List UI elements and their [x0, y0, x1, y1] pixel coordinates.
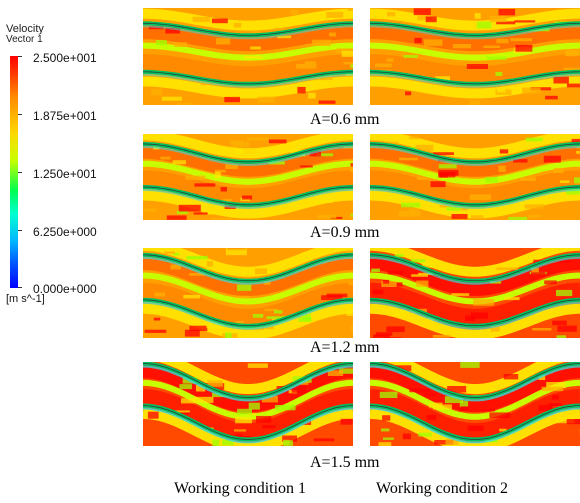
- legend-title: Velocity: [6, 23, 44, 35]
- column-label-2: Working condition 2: [376, 480, 509, 497]
- tick-mark: [18, 287, 22, 288]
- tick-mark: [18, 114, 22, 115]
- row-caption-1: A=0.6 mm: [310, 111, 380, 128]
- velocity-panel-r1-c1: [143, 8, 353, 105]
- legend-subtitle: Vector 1: [6, 34, 43, 45]
- tick-mark: [18, 172, 22, 173]
- tick-mark: [18, 56, 22, 57]
- velocity-panel-r4-c1: [143, 362, 353, 446]
- velocity-panel-r1-c2: [370, 8, 580, 105]
- color-bar: [10, 56, 18, 288]
- velocity-panel-r2-c1: [143, 134, 353, 220]
- velocity-panel-r3-c1: [143, 248, 353, 338]
- row-caption-2: A=0.9 mm: [310, 224, 380, 241]
- legend-unit: [m s^-1]: [6, 293, 45, 305]
- tick-label-3: 1.250e+001: [33, 167, 97, 181]
- row-caption-3: A=1.2 mm: [310, 339, 380, 356]
- tick-label-2: 1.875e+001: [33, 109, 97, 123]
- tick-mark: [18, 230, 22, 231]
- velocity-panel-r3-c2: [370, 248, 580, 338]
- velocity-panel-r4-c2: [370, 362, 580, 446]
- tick-label-min: 0.000e+000: [33, 282, 97, 296]
- tick-label-4: 6.250e+000: [33, 225, 97, 239]
- row-caption-4: A=1.5 mm: [310, 454, 380, 471]
- tick-label-max: 2.500e+001: [33, 51, 97, 65]
- velocity-panel-r2-c2: [370, 134, 580, 220]
- column-label-1: Working condition 1: [174, 480, 307, 497]
